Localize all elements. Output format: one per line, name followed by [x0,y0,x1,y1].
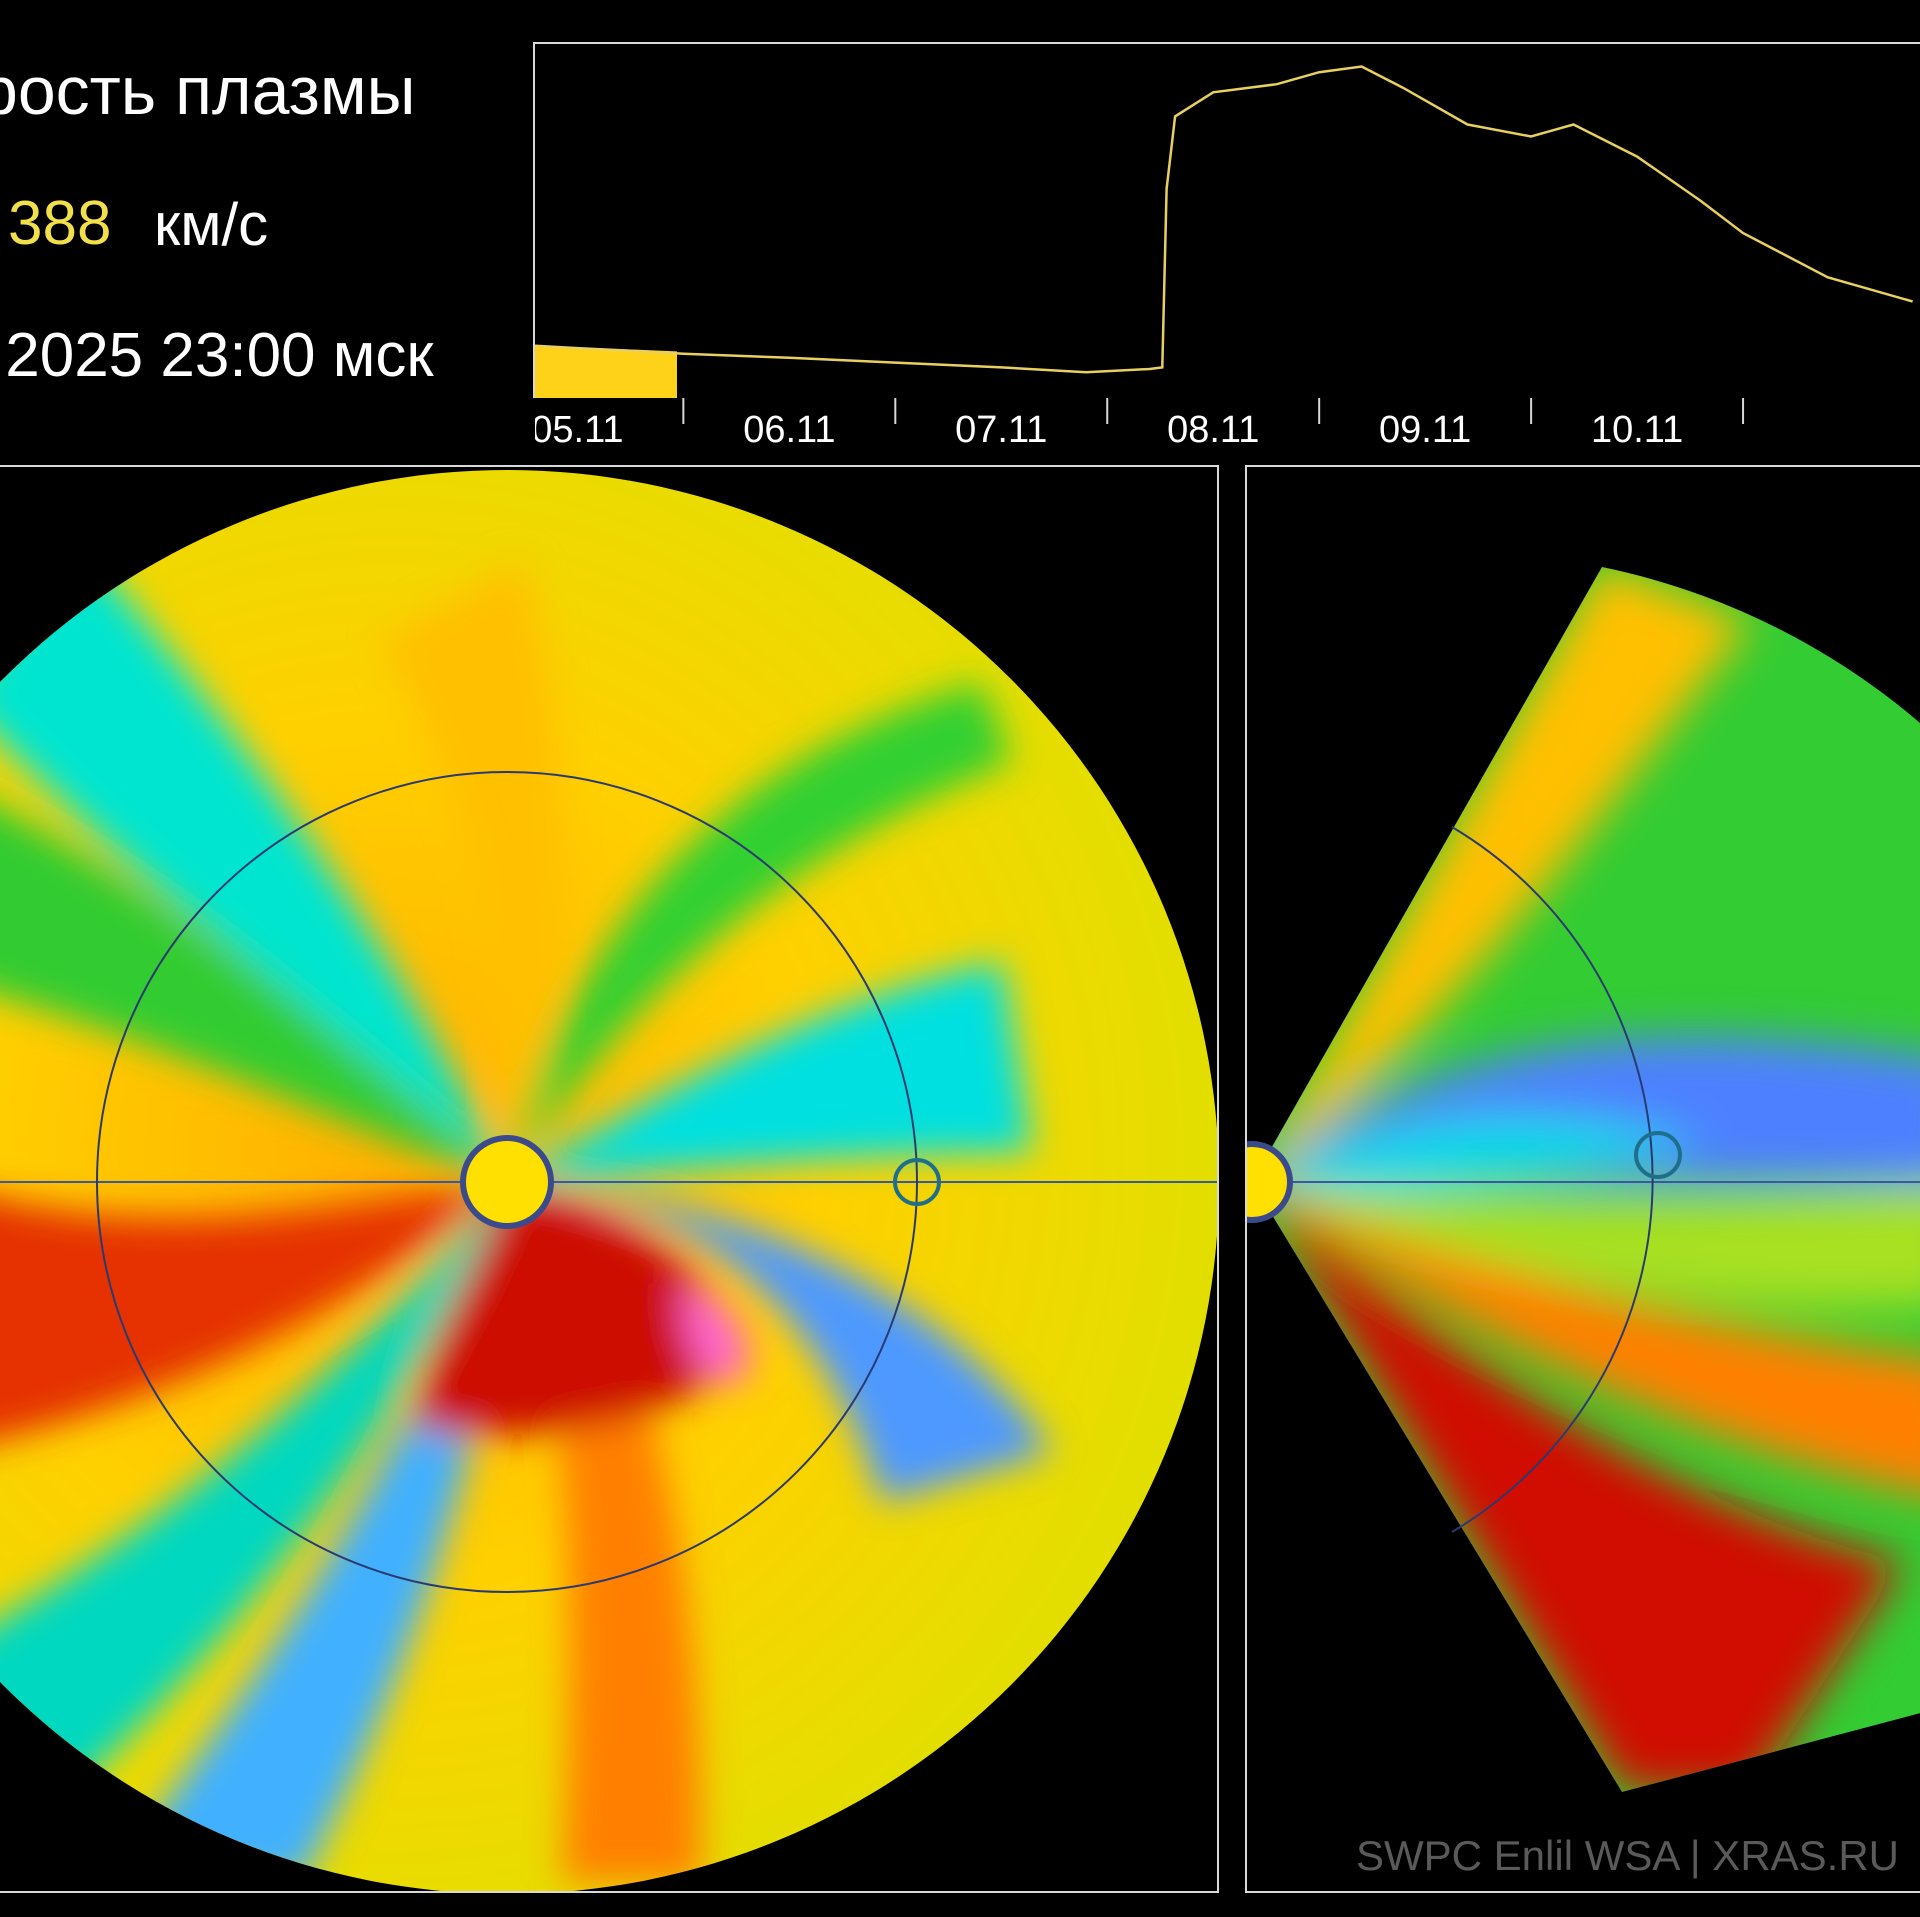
earth-marker-icon-meridional [1634,1131,1682,1179]
earth-orbit [96,771,918,1593]
x-tick-label: 05.11 [535,409,624,451]
equatorial-map-panel [0,465,1219,1893]
speed-series-line [535,65,1913,374]
x-tick-label: 08.11 [1167,409,1259,451]
speed-chart: 05.11 06.11 07.11 08.11 09.11 10.11 [535,65,1913,451]
plot-title: рость плазмы [0,53,416,129]
speed-chart-panel: 05.11 06.11 07.11 08.11 09.11 10.11 [533,42,1920,451]
timestamp: .2025 23:00 мск [0,321,434,390]
meridional-map-panel [1245,465,1920,1893]
x-tick-label: 09.11 [1379,409,1471,451]
x-tick-label: 07.11 [955,409,1047,451]
current-time-band [535,345,677,398]
earth-marker-icon [893,1158,941,1206]
meridional-map [1247,567,1920,1792]
x-tick-label: 06.11 [743,409,835,451]
speed-unit: км/с [154,191,269,258]
sun-icon-meridional [1247,1141,1293,1223]
speed-value: 388 [8,189,112,258]
credits: SWPC Enlil WSA | XRAS.RU [1356,1832,1900,1879]
equatorial-map [0,470,1217,1891]
x-tick-label: 10.11 [1591,409,1683,451]
sun-icon [460,1135,554,1229]
